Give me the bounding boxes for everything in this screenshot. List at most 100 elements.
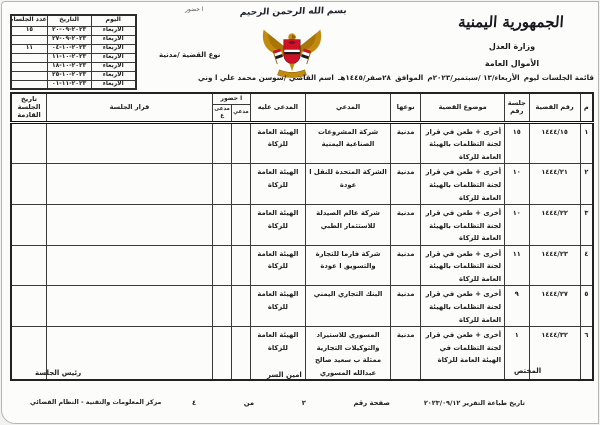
case-index: ٥ [579, 285, 594, 328]
page-number-line: صفحة رقم ٢ من ٤ [192, 399, 390, 407]
session-decision-cell [46, 121, 213, 165]
stray-attendance-note: ا حضور [185, 6, 204, 13]
division-title: الأموال العامة [484, 59, 540, 68]
next-session-date-cell [10, 244, 48, 287]
next-session-date-cell [10, 163, 48, 206]
attendance-defendant-cell [211, 285, 233, 328]
schedule-date: ٢٠٢٣-١٠-٠٤ [46, 43, 92, 54]
session-day-date: الأربعاء/١٣ /سبتمبر/٢٠٢٣م [427, 73, 520, 82]
col-defendant: المدعى عليه [249, 92, 307, 123]
case-row: ١ ١٤٤٤/١٥ ١٥ أخرى + طعن في قرار لجنة الت… [10, 121, 594, 165]
case-session-number: ١٥ [504, 121, 530, 165]
cases-header-row-2: مدعي مدعى ع [11, 103, 593, 123]
case-type: مدنية [390, 204, 422, 246]
schedule-count [10, 79, 48, 90]
signature-specialist: المختص [514, 367, 542, 375]
session-list-header-line: قائمة الجلسات ليوم الأربعاء/١٣ /سبتمبر/٢… [198, 73, 594, 82]
schedule-count [10, 34, 48, 45]
cases-table: م رقم القضية جلسة رقم موضوع القضية نوعها… [10, 92, 594, 382]
schedule-count: ١١ [10, 43, 48, 54]
attendance-plaintiff-cell [231, 163, 251, 206]
page-number: ٢ [301, 399, 306, 407]
schedule-row: الأربعاء ٢٠٢٣-٠٩-٢٠ ١٥ [10, 25, 137, 36]
hijri-date: ٢٨صفر/١٤٤٥هـ [337, 73, 391, 82]
judge-name: اسم القاضي /سوسن محمد علي ا وني [198, 73, 334, 82]
case-defendant: الهيئة العامة للزكاة [249, 285, 307, 328]
session-list-label: قائمة الجلسات ليوم [523, 73, 594, 82]
schedule-count [10, 52, 48, 63]
schedule-date: ٢٠٢٣-١١-٠١ [46, 79, 92, 90]
next-session-date-cell [10, 326, 48, 381]
attendance-defendant-cell [211, 244, 233, 287]
case-index: ٢ [579, 163, 594, 206]
schedule-date: ٢٠٢٣-١٠-١٨ [46, 61, 92, 72]
schedule-col-day: اليوم [90, 14, 137, 27]
case-subject: أخرى + طعن في قرار لجنة التظلمات في الهي… [420, 326, 506, 381]
schedule-count: ١٥ [10, 25, 48, 36]
col-decision: قرار الجلسة [46, 92, 213, 123]
case-index: ٦ [579, 326, 594, 381]
case-plaintiff: البنك التجاري اليمني [305, 285, 392, 328]
ministry-title: وزارة العدل [488, 42, 536, 51]
col-plaintiff: المدعي [305, 92, 392, 123]
case-index: ٤ [579, 244, 594, 287]
col-attendance-plaintiff: مدعي [231, 103, 251, 123]
attendance-plaintiff-cell [231, 121, 251, 165]
schedule-day: الأربعاء [90, 79, 137, 90]
col-next-session-date: تاريخ الجلسة القادمة [10, 92, 48, 123]
case-subject: أخرى + طعن في قرار لجنة التظلمات بالهيئة… [420, 244, 506, 287]
case-plaintiff: الشركة المتحدة للنقل ا عودة [305, 163, 392, 206]
schedule-row: الأربعاء ٢٠٢٣-١٠-٠٤ ١١ [10, 43, 137, 54]
case-type: مدنية [390, 121, 422, 165]
country-title: الجمهورية اليمنية [457, 13, 565, 31]
schedule-row: الأربعاء ٢٠٢٣-١٠-٢٥ [10, 70, 137, 81]
signature-secretary: امين السر [267, 371, 302, 379]
case-type: مدنية [390, 163, 422, 206]
case-number: ١٤٤٤/٢٧ [528, 285, 581, 328]
case-type: مدنية [390, 285, 422, 328]
attendance-defendant-cell [211, 121, 233, 165]
signature-session-president: رئيس الجلسة [35, 369, 82, 377]
system-name: مركز المعلومات والتقنية - النظام القضائي [30, 399, 162, 406]
col-attendance: ا حضور [211, 92, 251, 105]
col-type: نوعها [390, 92, 422, 123]
next-session-date-cell [10, 204, 48, 246]
attendance-plaintiff-cell [231, 244, 251, 287]
total-pages: ٤ [192, 399, 197, 407]
col-attendance-defendant: مدعى ع [211, 103, 233, 123]
case-plaintiff: شركة المشروعات الصناعية اليمنية [305, 121, 392, 165]
case-defendant: الهيئة العامة للزكاة [249, 163, 307, 206]
session-decision-cell [46, 244, 213, 287]
case-type: مدنية [390, 326, 422, 381]
attendance-defendant-cell [211, 204, 233, 246]
col-index: م [579, 92, 594, 123]
schedule-row: الأربعاء ٢٠٢٣-١١-٠١ [10, 79, 137, 90]
case-type: مدنية [390, 244, 422, 287]
schedule-day: الأربعاء [90, 61, 137, 72]
case-subject: أخرى + طعن في قرار لجنة التظلمات بالهيئة… [420, 204, 506, 246]
case-number: ١٤٤٤/٢١ [528, 163, 581, 206]
attendance-plaintiff-cell [231, 326, 251, 381]
cases-table-body: ١ ١٤٤٤/١٥ ١٥ أخرى + طعن في قرار لجنة الت… [10, 121, 594, 381]
schedule-row: الأربعاء ٢٠٢٣-٠٩-٢٧ [10, 34, 137, 45]
case-number: ١٤٤٤/٢٣ [528, 244, 581, 287]
col-case-number: رقم القضية [528, 92, 581, 123]
case-session-number: ١٠ [504, 204, 530, 246]
case-defendant: الهيئة العامة للزكاة [249, 244, 307, 287]
session-decision-cell [46, 204, 213, 246]
case-index: ١ [579, 121, 594, 165]
schedule-day: الأربعاء [90, 70, 137, 81]
next-session-date-cell [10, 285, 48, 328]
case-index: ٣ [579, 204, 594, 246]
yemen-coat-of-arms-icon [262, 29, 322, 78]
schedule-day: الأربعاء [90, 34, 137, 45]
sessions-schedule-table: اليوم التاريخ عدد الجلسات الأربعاء ٢٠٢٣-… [10, 14, 137, 90]
case-subject: أخرى + طعن في قرار لجنة التظلمات بالهيئة… [420, 121, 506, 165]
page-label: صفحة رقم [353, 399, 390, 407]
attendance-defendant-cell [211, 326, 233, 381]
case-subject: أخرى + طعن في قرار لجنة التظلمات بالهيئة… [420, 163, 506, 206]
bismillah-calligraphy: بسم الله الرحمن الرحيم [239, 6, 348, 18]
case-row: ٣ ١٤٤٤/٢٢ ١٠ أخرى + طعن في قرار لجنة الت… [10, 204, 594, 246]
schedule-header-row: اليوم التاريخ عدد الجلسات [10, 14, 137, 27]
